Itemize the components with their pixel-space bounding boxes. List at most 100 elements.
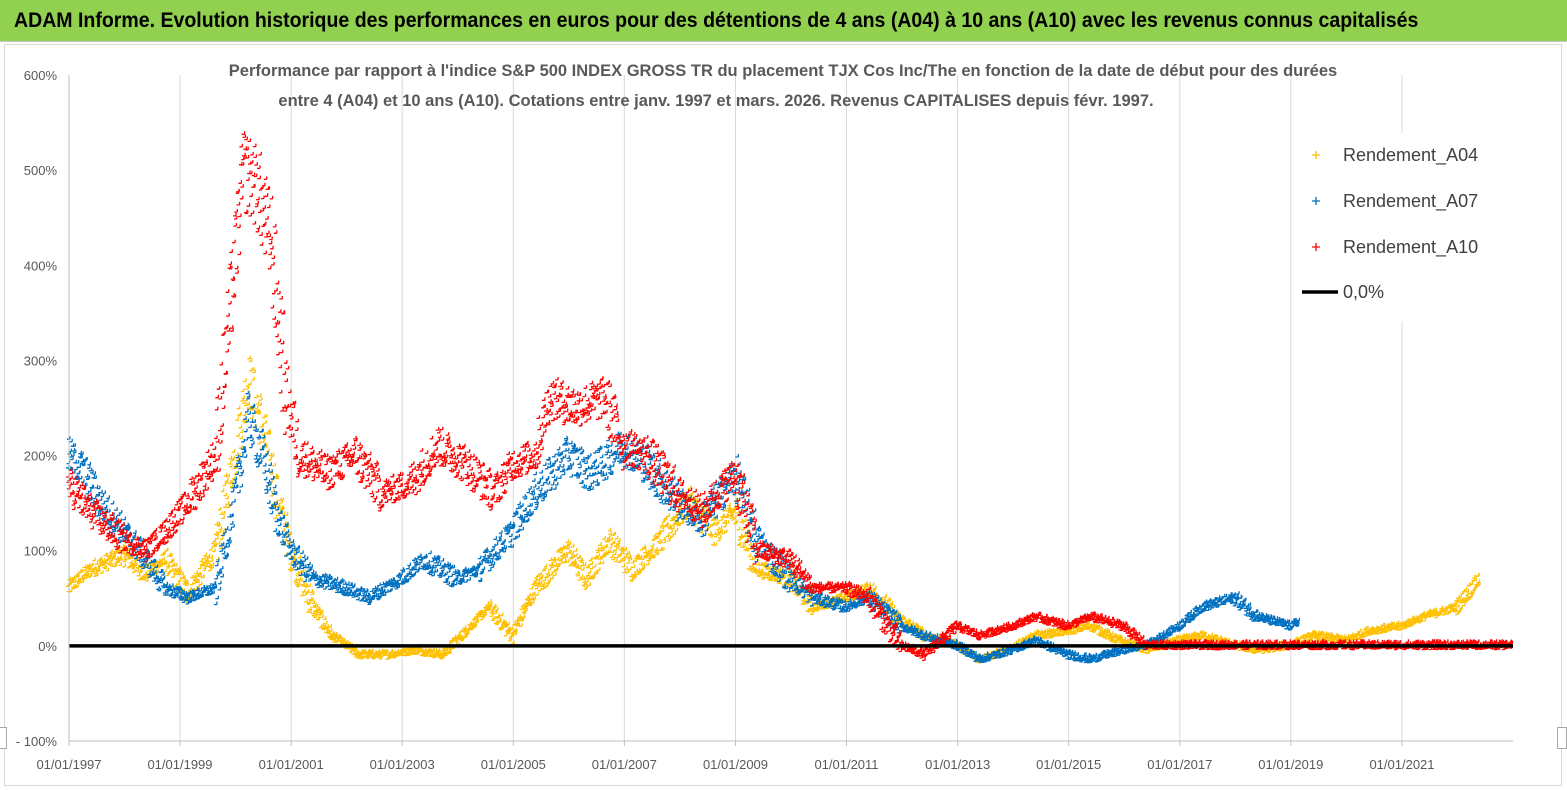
data-point [426,647,431,651]
data-point [101,500,106,505]
data-point [498,530,503,534]
data-point [209,554,214,559]
data-point [194,578,199,583]
data-point [720,513,725,518]
data-point [466,625,470,630]
data-point [263,476,268,481]
data-point [721,501,726,505]
data-point [441,562,446,567]
data-point [582,562,587,566]
data-point [191,574,196,579]
data-point [723,529,728,533]
data-point [74,466,78,471]
data-point [734,519,738,524]
data-point [533,471,537,476]
data-point [310,597,314,602]
data-point [385,589,389,593]
data-point [256,463,260,468]
data-point [214,562,219,567]
data-point [508,543,512,548]
data-point [501,544,506,549]
data-point [597,445,602,450]
data-point [611,540,616,545]
data-point [77,464,82,468]
data-point [506,621,510,626]
data-point [81,479,85,483]
data-point [565,539,570,544]
data-point [519,606,524,611]
data-point [228,463,233,468]
data-point [79,569,84,573]
data-point [641,565,646,570]
data-point [219,536,224,541]
data-point [98,497,103,501]
data-point [548,486,553,491]
data-point [1465,592,1469,596]
data-point [610,549,615,553]
data-point [346,581,350,585]
data-point [485,602,490,606]
data-point [993,648,998,652]
data-point [282,521,287,525]
data-point [1042,628,1046,633]
data-point [197,565,202,570]
data-point [593,554,597,559]
data-point [556,446,561,451]
data-point [358,586,363,590]
data-point [509,626,514,631]
data-point [587,453,592,457]
data-point [216,540,221,545]
performance-chart[interactable]: Performance par rapport à l'indice S&P 5… [5,45,1561,785]
data-point [666,513,671,517]
data-point [465,631,470,635]
data-point [627,554,632,558]
data-point [645,549,650,554]
data-point [573,548,578,552]
data-point [585,579,589,583]
data-point [106,495,111,499]
data-point [464,579,468,583]
data-point [736,526,741,531]
data-point [290,567,295,572]
data-point [551,474,556,479]
data-point [575,563,579,568]
data-point [617,538,621,542]
data-point [751,538,756,543]
data-point [674,527,679,532]
data-point [238,424,243,429]
data-point [92,557,96,562]
data-point [214,575,219,580]
data-point [164,581,169,586]
data-point [609,536,613,541]
data-point [546,456,550,461]
data-point [96,568,101,572]
data-point [297,554,302,559]
data-point [262,462,267,467]
data-point [343,584,348,589]
data-point [271,501,276,506]
data-point [634,553,639,557]
data-point [1023,635,1027,639]
data-point [181,575,186,579]
data-point [612,551,617,556]
data-point [240,388,245,393]
data-point [566,455,570,460]
data-point [208,583,212,587]
data-point [554,566,559,571]
data-point [311,600,316,605]
data-point [239,483,244,488]
data-point [650,543,655,547]
data-point [376,649,381,653]
data-point [214,531,218,535]
data-point [276,503,280,508]
data-point [590,565,594,570]
data-point [652,533,657,537]
data-point [660,525,664,529]
data-point [132,569,136,573]
chart-frame[interactable]: Performance par rapport à l'indice S&P 5… [0,44,1567,786]
data-point [185,582,189,587]
data-point [513,510,518,514]
data-point [589,557,593,561]
data-point [248,381,252,386]
data-point [247,355,251,360]
